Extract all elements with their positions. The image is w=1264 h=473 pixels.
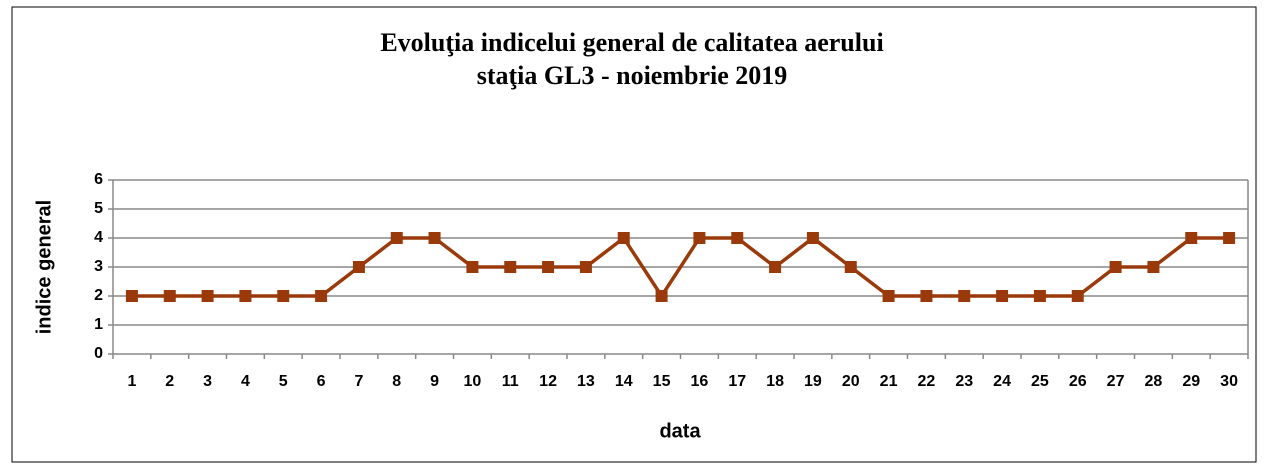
data-point [201, 290, 214, 302]
data-line [131, 235, 1230, 300]
data-point [125, 290, 138, 302]
data-point [1223, 232, 1236, 244]
chart-title: Evoluţia indicelui general de calitatea … [380, 28, 883, 57]
x-tick-label: 2 [165, 373, 174, 390]
x-tick-label: 21 [880, 373, 898, 390]
x-tick-label: 27 [1107, 373, 1125, 390]
x-tick-label: 26 [1069, 373, 1087, 390]
y-tick-label: 5 [94, 200, 103, 217]
data-point [163, 290, 176, 302]
y-tick-label: 4 [94, 229, 103, 246]
x-tick-label: 13 [577, 373, 595, 390]
x-tick-label: 11 [502, 373, 519, 390]
x-axis-label: data [659, 420, 701, 442]
data-point [996, 290, 1009, 302]
x-tick-label: 28 [1145, 373, 1163, 390]
x-tick-label: 8 [392, 373, 401, 390]
data-point [882, 290, 895, 302]
data-point [1147, 261, 1160, 273]
data-point [352, 261, 365, 273]
x-tick-label: 29 [1182, 373, 1200, 390]
x-tick-label: 22 [918, 373, 936, 390]
y-tick-label: 1 [94, 316, 103, 333]
data-point [239, 290, 252, 302]
chart-title: staţia GL3 - noiembrie 2019 [477, 61, 788, 90]
chart-frame [11, 6, 1257, 463]
data-point [466, 261, 479, 273]
data-point [277, 290, 290, 302]
x-tick-label: 17 [728, 373, 746, 390]
data-point [504, 261, 517, 273]
x-tick-label: 19 [804, 373, 822, 390]
x-tick-label: 18 [766, 373, 784, 390]
y-axis-label: indice general [33, 200, 55, 335]
x-tick-label: 10 [464, 373, 482, 390]
data-point [655, 290, 668, 302]
x-tick-label: 7 [354, 373, 363, 390]
data-point [920, 290, 933, 302]
x-tick-label: 12 [539, 373, 557, 390]
data-point [1071, 290, 1084, 302]
data-point [693, 232, 706, 244]
data-point [1109, 261, 1122, 273]
data-point [731, 232, 744, 244]
data-point [958, 290, 971, 302]
y-tick-label: 6 [94, 171, 103, 188]
x-tick-label: 15 [653, 373, 671, 390]
data-point [579, 261, 592, 273]
y-tick-label: 0 [94, 345, 103, 362]
x-tick-label: 4 [241, 373, 250, 390]
data-point [806, 232, 819, 244]
x-tick-label: 9 [430, 373, 439, 390]
x-tick-label: 5 [279, 373, 288, 390]
data-point [1185, 232, 1198, 244]
x-tick-label: 3 [203, 373, 212, 390]
data-point [315, 290, 328, 302]
data-point [617, 232, 630, 244]
x-tick-label: 1 [127, 373, 136, 390]
x-tick-label: 23 [955, 373, 973, 390]
data-point [844, 261, 857, 273]
y-tick-label: 2 [94, 287, 103, 304]
x-tick-label: 25 [1031, 373, 1049, 390]
x-tick-label: 14 [615, 373, 633, 390]
x-tick-label: 24 [993, 373, 1011, 390]
data-point [1033, 290, 1046, 302]
data-point [428, 232, 441, 244]
x-tick-label: 6 [317, 373, 326, 390]
data-point [769, 261, 782, 273]
x-tick-label: 20 [842, 373, 860, 390]
data-point [390, 232, 403, 244]
data-point [542, 261, 555, 273]
x-tick-label: 16 [691, 373, 709, 390]
x-tick-label: 30 [1220, 373, 1238, 390]
y-tick-label: 3 [94, 258, 103, 275]
